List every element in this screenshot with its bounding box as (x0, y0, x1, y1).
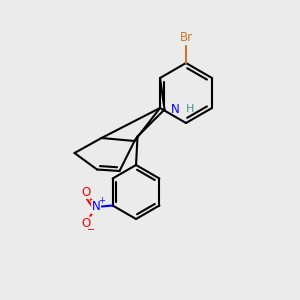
Text: Br: Br (179, 31, 193, 44)
Text: +: + (98, 196, 105, 205)
Text: O: O (81, 217, 90, 230)
Text: −: − (87, 224, 95, 235)
Text: N: N (92, 200, 100, 214)
Text: H: H (185, 104, 194, 115)
Text: N: N (171, 103, 180, 116)
Text: O: O (81, 185, 90, 199)
